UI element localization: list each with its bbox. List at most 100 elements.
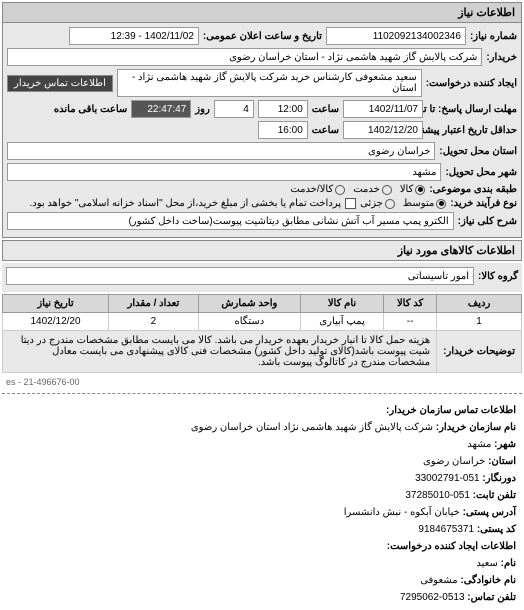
radio-partial[interactable]: جزئی [360, 198, 395, 209]
location-city-label: شهر محل تحویل: [445, 167, 517, 178]
table-row: 1 -- پمپ آبیاری دستگاه 2 1402/12/20 [3, 313, 522, 331]
col-code: کد کالا [384, 295, 437, 313]
table-header-row: ردیف کد کالا نام کالا واحد شمارش تعداد /… [3, 295, 522, 313]
row-goods-group: گروه کالا: امور تاسیساتی [6, 267, 518, 285]
validity-time-label: ساعت [312, 125, 339, 136]
row-location-city: شهر محل تحویل: مشهد [7, 163, 517, 181]
col-unit: واحد شمارش [198, 295, 300, 313]
radio-kala[interactable]: کالا [400, 184, 426, 195]
contact-name: سعید [476, 558, 497, 569]
row-request-no: شماره نیاز: 1102092134002346 تاریخ و ساع… [7, 27, 517, 45]
contact-org: شرکت پالایش گاز شهید هاشمی نژاد استان خر… [191, 422, 433, 433]
contact-city-row: شهر: مشهد [8, 436, 516, 453]
radio-kala-label: کالا [400, 184, 414, 195]
contact-phone-row: تلفن ثابت: 051-37285010 [8, 487, 516, 504]
row-location-state: استان محل تحویل: خراسان رضوی [7, 142, 517, 160]
request-no-label: شماره نیاز: [470, 31, 517, 42]
info-panel: اطلاعات نیاز شماره نیاز: 110209213400234… [2, 2, 522, 238]
contact-section: اطلاعات تماس سازمان خریدار: نام سازمان خ… [0, 398, 524, 610]
col-row-no: ردیف [437, 295, 522, 313]
contact-tel-label: تلفن تماس: [467, 592, 516, 603]
process-label: نوع فرآیند خرید: [450, 198, 517, 209]
radio-small[interactable]: متوسط [403, 198, 446, 209]
radio-kala-khadamat[interactable]: کالا/خدمت [290, 184, 345, 195]
radio-khadamat[interactable]: خدمت [353, 184, 392, 195]
process-note: پرداخت تمام یا بخشی از مبلغ خرید،از محل … [29, 198, 341, 209]
cell-date: 1402/12/20 [3, 313, 109, 331]
package-group-label: طبقه بندی موضوعی: [429, 184, 517, 195]
contact-name-row: نام: سعید [8, 555, 516, 572]
contact-title: اطلاعات تماس سازمان خریدار: [8, 402, 516, 419]
contact-province-row: استان: خراسان رضوی [8, 453, 516, 470]
separator [2, 393, 522, 394]
location-state-field: خراسان رضوی [7, 142, 435, 160]
creator-info-label: اطلاعات ایجاد کننده درخواست: [8, 538, 516, 555]
contact-city-label: شهر: [494, 439, 516, 450]
col-qty: تعداد / مقدار [109, 295, 199, 313]
process-checkbox[interactable] [345, 198, 356, 209]
footer-code: es - 21-496676-00 [0, 375, 524, 389]
contact-lastname-label: نام خانوادگی: [460, 575, 516, 586]
datetime-field: 1402/11/02 - 12:39 [69, 27, 199, 45]
table-note-row: توضیحات خریدار: هزینه حمل کالا تا انبار … [3, 331, 522, 373]
description-label: شرح کلی نیاز: [458, 216, 517, 227]
validity-label: حداقل تاریخ اعتبار پیشنهاد: تا تاریخ: [427, 125, 517, 136]
contact-province: خراسان رضوی [423, 456, 485, 467]
contact-address-row: آدرس پستی: خیابان آبکوه - نبش دانشسرا [8, 504, 516, 521]
deadline-label: مهلت ارسال پاسخ: تا تاریخ: [427, 104, 517, 115]
validity-time-field: 16:00 [258, 121, 308, 139]
remaining-label: ساعت باقی مانده [54, 104, 127, 115]
panel-title: اطلاعات نیاز [3, 3, 521, 23]
contact-address-label: آدرس پستی: [463, 507, 516, 518]
creator-label: ایجاد کننده درخواست: [426, 78, 517, 89]
contact-tel-row: تلفن تماس: 0513-7295062 [8, 589, 516, 606]
contact-postcode-label: کد پستی: [477, 524, 516, 535]
cell-unit: دستگاه [198, 313, 300, 331]
goods-table-wrap: ردیف کد کالا نام کالا واحد شمارش تعداد /… [2, 294, 522, 373]
datetime-label: تاریخ و ساعت اعلان عمومی: [203, 31, 322, 42]
location-state-label: استان محل تحویل: [439, 146, 517, 157]
contact-postcode-row: کد پستی: 9184675371 [8, 521, 516, 538]
contact-fax-label: دورنگار: [482, 473, 516, 484]
buyer-label: خریدار: [486, 52, 517, 63]
col-name: نام کالا [301, 295, 384, 313]
goods-section-title: اطلاعات کالاهای مورد نیاز [2, 240, 522, 261]
contact-address: خیابان آبکوه - نبش دانشسرا [344, 507, 460, 518]
note-cell: هزینه حمل کالا تا انبار خریدار بعهده خری… [3, 331, 437, 373]
radio-icon [385, 199, 395, 209]
radio-icon [436, 199, 446, 209]
goods-group-field: امور تاسیساتی [6, 267, 474, 285]
creator-field: سعید مشعوفی کارشناس خرید شرکت پالایش گاز… [117, 69, 422, 97]
deadline-time-label: ساعت [312, 104, 339, 115]
contact-postcode: 9184675371 [418, 524, 474, 535]
request-no-field: 1102092134002346 [326, 27, 466, 45]
goods-group-label: گروه کالا: [478, 271, 518, 282]
cell-name: پمپ آبیاری [301, 313, 384, 331]
contact-info-button[interactable]: اطلاعات تماس خریدار [7, 75, 113, 92]
note-label-cell: توضیحات خریدار: [437, 331, 522, 373]
radio-khadamat-label: خدمت [353, 184, 380, 195]
radio-icon [335, 185, 345, 195]
contact-name-label: نام: [501, 558, 516, 569]
location-city-field: مشهد [7, 163, 441, 181]
goods-body: گروه کالا: امور تاسیساتی [2, 263, 522, 292]
contact-fax: 051-33002791 [415, 473, 480, 484]
radio-icon [415, 185, 425, 195]
package-radio-group: کالا خدمت کالا/خدمت [290, 184, 425, 195]
row-description: شرح کلی نیاز: الکترو پمپ مسیر آب آتش نشا… [7, 212, 517, 230]
cell-row-no: 1 [437, 313, 522, 331]
contact-fax-row: دورنگار: 051-33002791 [8, 470, 516, 487]
cell-qty: 2 [109, 313, 199, 331]
description-field: الکترو پمپ مسیر آب آتش نشانی مطابق دیتاش… [7, 212, 454, 230]
radio-kala-khadamat-label: کالا/خدمت [290, 184, 333, 195]
radio-icon [382, 185, 392, 195]
cell-code: -- [384, 313, 437, 331]
row-process: نوع فرآیند خرید: متوسط جزئی پرداخت تمام … [7, 198, 517, 209]
row-deadline: مهلت ارسال پاسخ: تا تاریخ: 1402/11/07 سا… [7, 100, 517, 118]
buyer-field: شرکت پالایش گاز شهید هاشمی نژاد - استان … [7, 48, 482, 66]
contact-city: مشهد [467, 439, 491, 450]
contact-org-label: نام سازمان خریدار: [436, 422, 516, 433]
goods-table: ردیف کد کالا نام کالا واحد شمارش تعداد /… [2, 294, 522, 373]
contact-phone: 051-37285010 [405, 490, 470, 501]
row-creator: ایجاد کننده درخواست: سعید مشعوفی کارشناس… [7, 69, 517, 97]
